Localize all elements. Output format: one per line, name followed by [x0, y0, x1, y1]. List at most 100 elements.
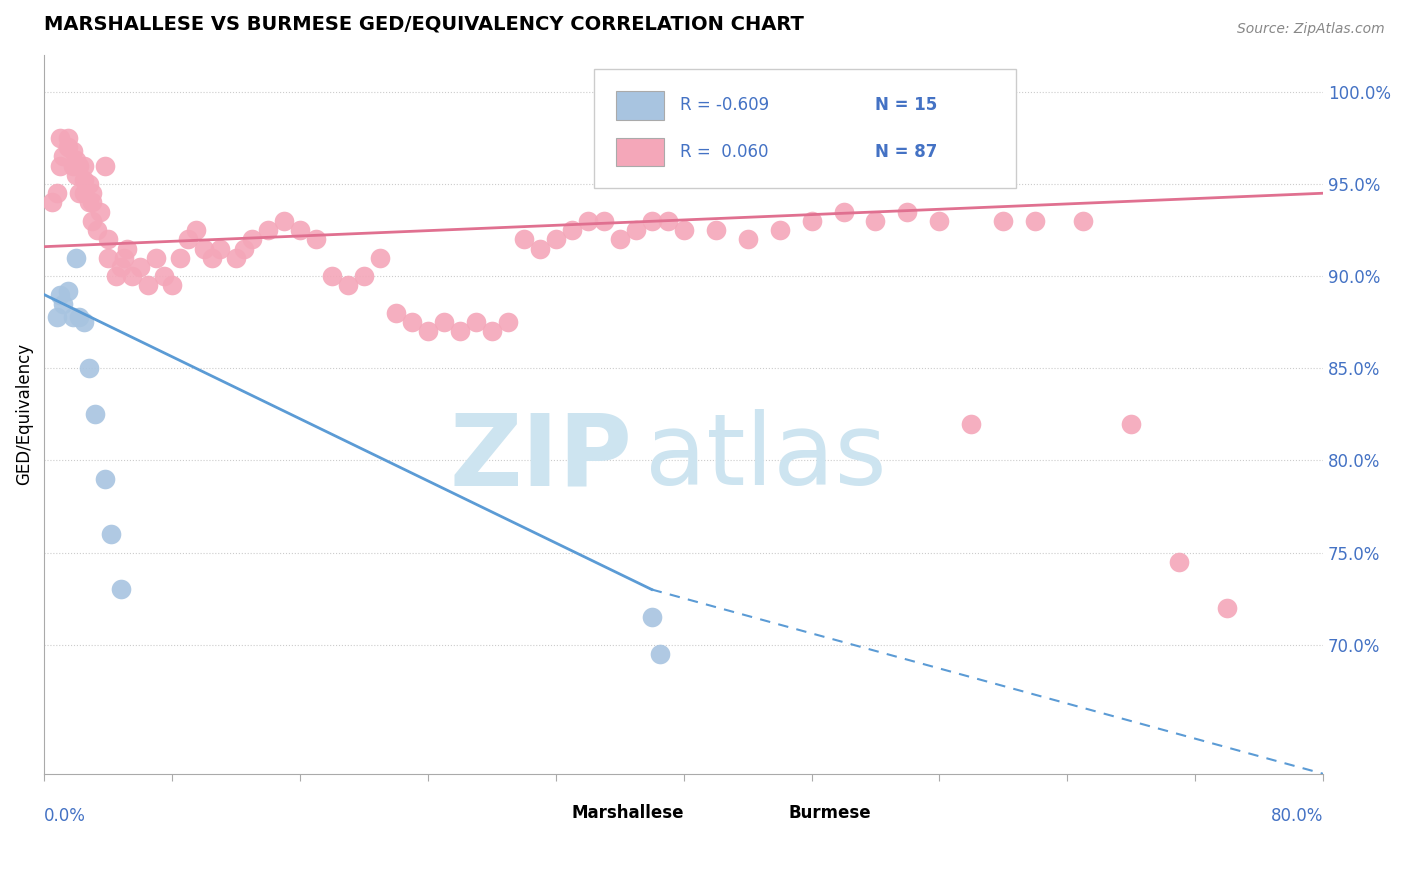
Point: [84, 408, 107, 422]
Point: [52, 297, 75, 311]
Point: [208, 242, 231, 256]
Point: [576, 214, 599, 228]
Point: [657, 214, 679, 228]
Point: [481, 325, 503, 339]
Point: [94, 472, 117, 486]
Point: [184, 223, 207, 237]
Point: [49, 131, 72, 145]
FancyBboxPatch shape: [616, 91, 665, 120]
Point: [86, 223, 108, 237]
Point: [529, 242, 551, 256]
Point: [240, 232, 263, 246]
Point: [94, 159, 117, 173]
Point: [112, 251, 135, 265]
Point: [56, 284, 79, 298]
Point: [609, 232, 631, 246]
Point: [62, 310, 84, 324]
Point: [464, 315, 486, 329]
Point: [56, 131, 79, 145]
Point: [80, 195, 103, 210]
Point: [1071, 214, 1094, 228]
Point: [67, 310, 90, 324]
Text: Source: ZipAtlas.com: Source: ZipAtlas.com: [1237, 22, 1385, 37]
Point: [136, 278, 159, 293]
Point: [49, 287, 72, 301]
Point: [433, 315, 456, 329]
Point: [513, 232, 536, 246]
Point: [993, 214, 1015, 228]
Point: [73, 159, 96, 173]
Point: [592, 214, 614, 228]
Point: [177, 232, 200, 246]
Point: [62, 159, 84, 173]
Text: N = 87: N = 87: [876, 143, 938, 161]
Point: [56, 140, 79, 154]
Point: [273, 214, 295, 228]
Point: [73, 173, 96, 187]
Point: [385, 306, 408, 320]
Point: [737, 232, 759, 246]
Point: [105, 269, 128, 284]
Point: [129, 260, 152, 274]
FancyBboxPatch shape: [522, 803, 560, 822]
Point: [77, 177, 100, 191]
Point: [800, 214, 823, 228]
Text: Burmese: Burmese: [789, 804, 872, 822]
Point: [201, 251, 224, 265]
Text: R =  0.060: R = 0.060: [679, 143, 768, 161]
Point: [368, 251, 391, 265]
Point: [321, 269, 343, 284]
Text: Marshallese: Marshallese: [571, 804, 683, 822]
Point: [768, 223, 790, 237]
Point: [896, 204, 918, 219]
Point: [233, 242, 256, 256]
Point: [65, 153, 87, 167]
Text: atlas: atlas: [645, 409, 887, 506]
Point: [561, 223, 583, 237]
Point: [117, 242, 139, 256]
Text: 80.0%: 80.0%: [1271, 807, 1323, 825]
Point: [100, 527, 122, 541]
FancyBboxPatch shape: [595, 70, 1017, 188]
Point: [960, 417, 983, 431]
Point: [928, 214, 950, 228]
Point: [45, 310, 67, 324]
Point: [640, 610, 662, 624]
Point: [121, 269, 143, 284]
Point: [1216, 601, 1239, 615]
Point: [865, 214, 887, 228]
Point: [110, 260, 132, 274]
Point: [416, 325, 439, 339]
Point: [832, 204, 855, 219]
Point: [89, 204, 111, 219]
Text: R = -0.609: R = -0.609: [679, 96, 769, 114]
Point: [41, 195, 63, 210]
Point: [97, 232, 120, 246]
Text: N = 15: N = 15: [876, 96, 938, 114]
Point: [288, 223, 311, 237]
Point: [449, 325, 471, 339]
Point: [65, 251, 87, 265]
Point: [67, 186, 90, 201]
Point: [672, 223, 695, 237]
Point: [73, 186, 96, 201]
Point: [1024, 214, 1046, 228]
Point: [45, 186, 67, 201]
FancyBboxPatch shape: [616, 137, 665, 167]
Point: [401, 315, 423, 329]
Point: [624, 223, 647, 237]
Point: [704, 223, 727, 237]
Point: [544, 232, 567, 246]
Text: ZIP: ZIP: [450, 409, 633, 506]
Point: [305, 232, 328, 246]
Point: [169, 251, 191, 265]
Point: [97, 251, 120, 265]
Point: [257, 223, 280, 237]
FancyBboxPatch shape: [738, 803, 778, 822]
Point: [77, 361, 100, 376]
Point: [225, 251, 247, 265]
Point: [193, 242, 215, 256]
Point: [648, 647, 671, 661]
Point: [153, 269, 176, 284]
Point: [145, 251, 167, 265]
